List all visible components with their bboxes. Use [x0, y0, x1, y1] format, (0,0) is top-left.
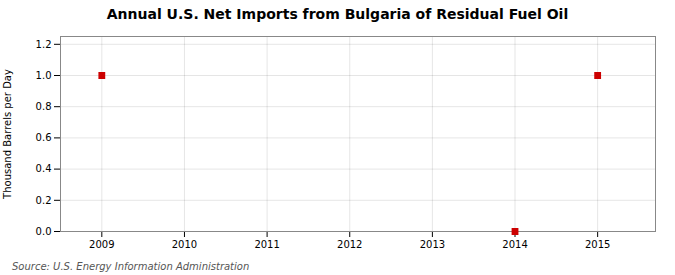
svg-text:2015: 2015 — [585, 239, 610, 250]
svg-text:0.2: 0.2 — [36, 195, 52, 206]
svg-text:2011: 2011 — [254, 239, 279, 250]
svg-text:2013: 2013 — [420, 239, 445, 250]
svg-text:1.0: 1.0 — [36, 70, 52, 81]
html-text:Source: U.S. Energy Informatio: Source: U.S. Energy Information Administ… — [12, 261, 250, 272]
svg-text:Thousand Barrels per Day: Thousand Barrels per Day — [2, 69, 13, 200]
svg-text:0.0: 0.0 — [36, 226, 52, 237]
svg-text:0.6: 0.6 — [36, 132, 52, 143]
svg-text:2012: 2012 — [337, 239, 362, 250]
svg-text:0.4: 0.4 — [36, 163, 52, 174]
svg-text:2010: 2010 — [172, 239, 197, 250]
svg-text:2014: 2014 — [502, 239, 527, 250]
svg-text:1.2: 1.2 — [36, 39, 52, 50]
svg-text:0.8: 0.8 — [36, 101, 52, 112]
svg-text:2009: 2009 — [89, 239, 114, 250]
html-text:Annual U.S. Net Imports from B: Annual U.S. Net Imports from Bulgaria of… — [106, 6, 569, 22]
